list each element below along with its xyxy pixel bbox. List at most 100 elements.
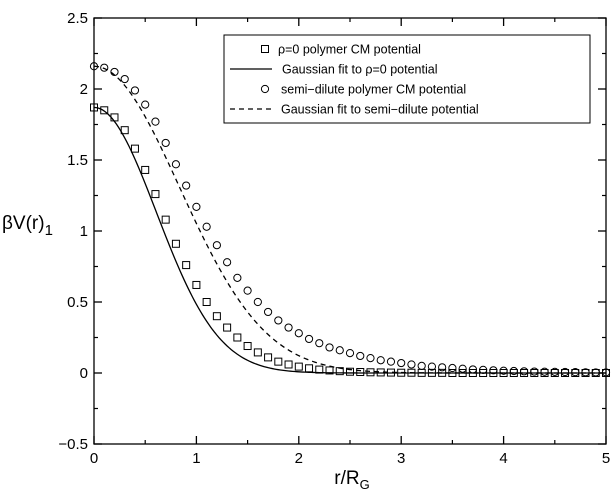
rho0-cm-point xyxy=(274,357,283,366)
semidilute-cm-point xyxy=(223,258,232,267)
rho0-cm-point xyxy=(130,144,139,153)
semidilute-cm-point xyxy=(315,339,324,348)
rho0-cm-point xyxy=(376,368,385,377)
semidilute-cm-point xyxy=(171,160,181,169)
rho0-cm-point xyxy=(161,215,170,224)
rho0-cm-point xyxy=(305,364,314,373)
semidilute-cm-point xyxy=(325,343,334,352)
rho0-cm-point xyxy=(489,369,498,377)
semidilute-cm-point xyxy=(253,297,262,307)
rho0-cm-point xyxy=(438,368,447,377)
semidilute-cm-point xyxy=(263,307,273,317)
rho0-cm-point xyxy=(202,298,211,306)
y-tick-label: −0.5 xyxy=(58,436,88,453)
semidilute-cm-point xyxy=(304,334,314,344)
rho0-cm-point xyxy=(294,362,303,371)
y-tick-label: 1.5 xyxy=(67,152,88,169)
rho0-cm-point xyxy=(315,365,324,374)
ticks-layer: 0 1 2 3 4 5−0.500.511.522.5 xyxy=(58,10,610,467)
semidilute-cm-point xyxy=(509,366,518,376)
semidilute-cm-point xyxy=(571,368,580,377)
semidilute-cm-point xyxy=(110,67,119,77)
legend-entry-rho0-fit: Gaussian fit to ρ=0 potential xyxy=(230,63,437,77)
semidilute-cm-point xyxy=(100,63,109,72)
semidilute-cm-point xyxy=(141,100,150,109)
semidilute-cm-point xyxy=(407,360,416,369)
semidilute-cm-point xyxy=(182,181,191,190)
semidilute-cm-point xyxy=(540,367,549,376)
legend-label-rho0-fit: Gaussian fit to ρ=0 potential xyxy=(282,63,437,77)
rho0-cm-point xyxy=(171,239,180,248)
rho0-cm-point xyxy=(182,261,191,270)
semidilute-cm-point xyxy=(243,286,252,295)
semidilute-cm-point xyxy=(192,202,201,211)
rho0-cm-point xyxy=(325,366,334,375)
rho0-cm-point xyxy=(346,367,354,376)
semidilute-cm-point xyxy=(499,366,508,375)
semidilute-cm-point xyxy=(335,346,344,355)
y-axis-label-main: βV(r) xyxy=(2,213,45,234)
y-tick-label: 0 xyxy=(80,365,88,382)
rho0-cm-point xyxy=(397,368,406,377)
rho0-cm-point xyxy=(100,106,109,115)
semidilute-cm-point xyxy=(120,74,129,84)
y-tick-label: 2.5 xyxy=(67,10,88,27)
semidilute-cm-point xyxy=(202,222,211,231)
semidilute-cm-point xyxy=(376,356,385,365)
rho0-cm-point xyxy=(335,367,344,376)
rho0-cm-point xyxy=(212,312,221,321)
semidilute-cm-point xyxy=(233,273,242,282)
semidilute-cm-point xyxy=(161,138,170,148)
semidilute-cm-point xyxy=(294,329,303,338)
rho0-cm-point xyxy=(366,368,375,377)
legend-label-semidilute-cm: semi−dilute polymer CM potential xyxy=(281,83,466,97)
rho0-cm-point xyxy=(141,165,150,174)
semidilute-cm-point xyxy=(550,367,559,376)
rho0-cm-point xyxy=(468,369,477,377)
rho0-cm-point xyxy=(192,280,201,289)
rho0-cm-point xyxy=(448,369,457,377)
x-tick-label: 3 xyxy=(397,450,405,467)
legend-entry-semidilute-cm: semi−dilute polymer CM potential xyxy=(260,83,466,97)
semidilute-cm-point xyxy=(438,363,447,372)
x-tick-label: 5 xyxy=(602,450,610,467)
y-axis-label-subscript: 1 xyxy=(45,222,53,239)
legend-entry-rho0-cm: ρ=0 polymer CM potential xyxy=(261,43,421,57)
rho0-cm-point xyxy=(110,113,119,122)
semidilute-cm-point xyxy=(345,349,355,358)
semidilute-cm-point xyxy=(427,362,437,371)
x-axis-label-subscript: G xyxy=(360,477,370,492)
semidilute-cm-point xyxy=(519,367,529,376)
semidilute-cm-point xyxy=(448,363,457,373)
rho0-cm-point xyxy=(458,369,467,377)
rho0-cm-point xyxy=(427,368,436,377)
rho0-cm-point xyxy=(264,353,273,362)
y-axis-label: βV(r)1 xyxy=(2,213,53,239)
rho0-cm-point xyxy=(407,368,416,377)
rho0-cm-point xyxy=(499,369,508,377)
series-layer xyxy=(89,62,611,377)
rho0-cm-point xyxy=(479,369,488,377)
rho0-cm-point xyxy=(356,368,365,377)
semidilute-cm-point xyxy=(468,365,477,374)
legend-box xyxy=(223,34,591,124)
x-axis-label-main: r/R xyxy=(334,468,359,489)
semidilute-cm-point xyxy=(489,366,498,375)
rho0-cm-point xyxy=(223,323,232,332)
rho0-cm-point xyxy=(243,342,252,351)
x-tick-label: 1 xyxy=(192,450,200,467)
semidilute-cm-point xyxy=(356,351,365,361)
y-tick-label: 0.5 xyxy=(67,294,88,311)
legend-square-marker xyxy=(261,45,269,53)
rho0-cm-point xyxy=(120,126,129,135)
legend-label-semidilute-fit: Gaussian fit to semi−dilute potential xyxy=(281,103,479,117)
legend-label-rho0-cm: ρ=0 polymer CM potential xyxy=(278,43,421,57)
semidilute-cm-point xyxy=(366,353,375,363)
semidilute-cm-point xyxy=(386,357,396,366)
legend-entry-semidilute-fit: Gaussian fit to semi−dilute potential xyxy=(230,103,479,117)
legend-circle-marker xyxy=(260,84,270,94)
legend: ρ=0 polymer CM potential Gaussian fit to… xyxy=(223,34,591,124)
rho0-cm-point xyxy=(151,190,160,199)
x-tick-label: 2 xyxy=(295,450,303,467)
